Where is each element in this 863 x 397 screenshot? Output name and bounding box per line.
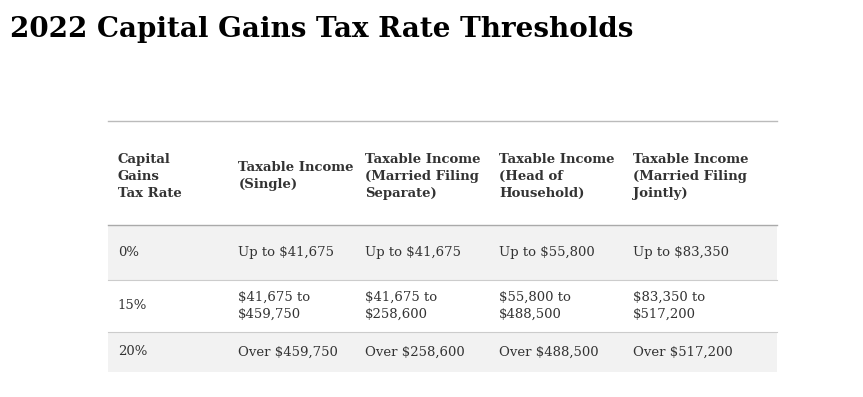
Text: 2022 Capital Gains Tax Rate Thresholds: 2022 Capital Gains Tax Rate Thresholds <box>10 16 633 43</box>
Text: Taxable Income
(Married Filing
Separate): Taxable Income (Married Filing Separate) <box>365 152 481 200</box>
Text: 0%: 0% <box>118 246 139 259</box>
Text: Up to $83,350: Up to $83,350 <box>633 246 729 259</box>
Text: $55,800 to
$488,500: $55,800 to $488,500 <box>499 291 571 321</box>
Text: 15%: 15% <box>118 299 148 312</box>
Text: $83,350 to
$517,200: $83,350 to $517,200 <box>633 291 705 321</box>
Text: Taxable Income
(Head of
Household): Taxable Income (Head of Household) <box>499 152 614 200</box>
Text: Up to $41,675: Up to $41,675 <box>365 246 462 259</box>
Bar <box>108 127 777 225</box>
Text: Over $488,500: Over $488,500 <box>499 345 599 358</box>
Bar <box>108 225 777 280</box>
Bar <box>108 332 777 372</box>
Text: Over $459,750: Over $459,750 <box>238 345 338 358</box>
Text: Over $258,600: Over $258,600 <box>365 345 465 358</box>
Text: Up to $55,800: Up to $55,800 <box>499 246 595 259</box>
Text: $41,675 to
$258,600: $41,675 to $258,600 <box>365 291 438 321</box>
Text: 20%: 20% <box>118 345 148 358</box>
Text: $41,675 to
$459,750: $41,675 to $459,750 <box>238 291 311 321</box>
Text: Taxable Income
(Single): Taxable Income (Single) <box>238 161 354 191</box>
Text: Up to $41,675: Up to $41,675 <box>238 246 334 259</box>
Text: Over $517,200: Over $517,200 <box>633 345 733 358</box>
Bar <box>108 280 777 332</box>
Text: Capital
Gains
Tax Rate: Capital Gains Tax Rate <box>118 152 181 200</box>
Text: Taxable Income
(Married Filing
Jointly): Taxable Income (Married Filing Jointly) <box>633 152 748 200</box>
